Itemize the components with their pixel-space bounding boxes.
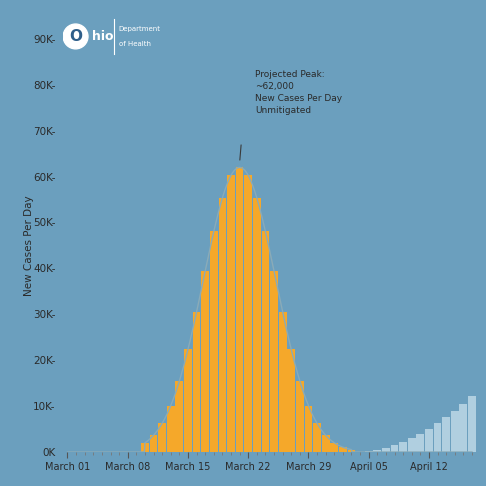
Bar bbox=[313, 423, 321, 452]
Bar bbox=[408, 438, 416, 452]
Bar bbox=[201, 271, 209, 452]
Bar bbox=[244, 175, 252, 452]
Bar bbox=[158, 423, 166, 452]
Text: hio: hio bbox=[92, 30, 114, 43]
Bar bbox=[322, 435, 330, 452]
Bar bbox=[261, 231, 269, 452]
Bar bbox=[150, 435, 157, 452]
Bar bbox=[399, 442, 407, 452]
Bar bbox=[210, 231, 218, 452]
Bar bbox=[365, 451, 373, 452]
Y-axis label: New Cases Per Day: New Cases Per Day bbox=[24, 195, 34, 296]
Bar bbox=[305, 406, 312, 452]
Bar bbox=[141, 443, 149, 452]
Bar bbox=[339, 447, 347, 452]
Bar bbox=[373, 450, 381, 452]
Text: of Health: of Health bbox=[119, 41, 151, 47]
Bar bbox=[219, 198, 226, 452]
Bar bbox=[184, 349, 192, 452]
Bar bbox=[425, 429, 433, 452]
Bar bbox=[382, 448, 390, 452]
Bar bbox=[253, 198, 260, 452]
Bar bbox=[330, 443, 338, 452]
Text: Department: Department bbox=[119, 26, 160, 32]
Text: Projected Peak:
~62,000
New Cases Per Day
Unmitigated: Projected Peak: ~62,000 New Cases Per Da… bbox=[255, 70, 342, 115]
Bar bbox=[227, 175, 235, 452]
Bar bbox=[236, 167, 243, 452]
Bar bbox=[193, 312, 200, 452]
Bar bbox=[451, 411, 459, 452]
Bar bbox=[442, 417, 450, 452]
Bar bbox=[459, 404, 467, 452]
Bar bbox=[287, 349, 295, 452]
Bar bbox=[417, 434, 424, 452]
Bar bbox=[296, 381, 304, 452]
Bar bbox=[167, 406, 174, 452]
Bar bbox=[347, 450, 355, 452]
Bar bbox=[391, 445, 399, 452]
Bar bbox=[279, 312, 287, 452]
Bar bbox=[468, 396, 476, 452]
Text: O: O bbox=[69, 29, 82, 44]
Bar bbox=[270, 271, 278, 452]
Bar bbox=[434, 423, 441, 452]
Circle shape bbox=[63, 24, 88, 49]
Bar bbox=[175, 381, 183, 452]
